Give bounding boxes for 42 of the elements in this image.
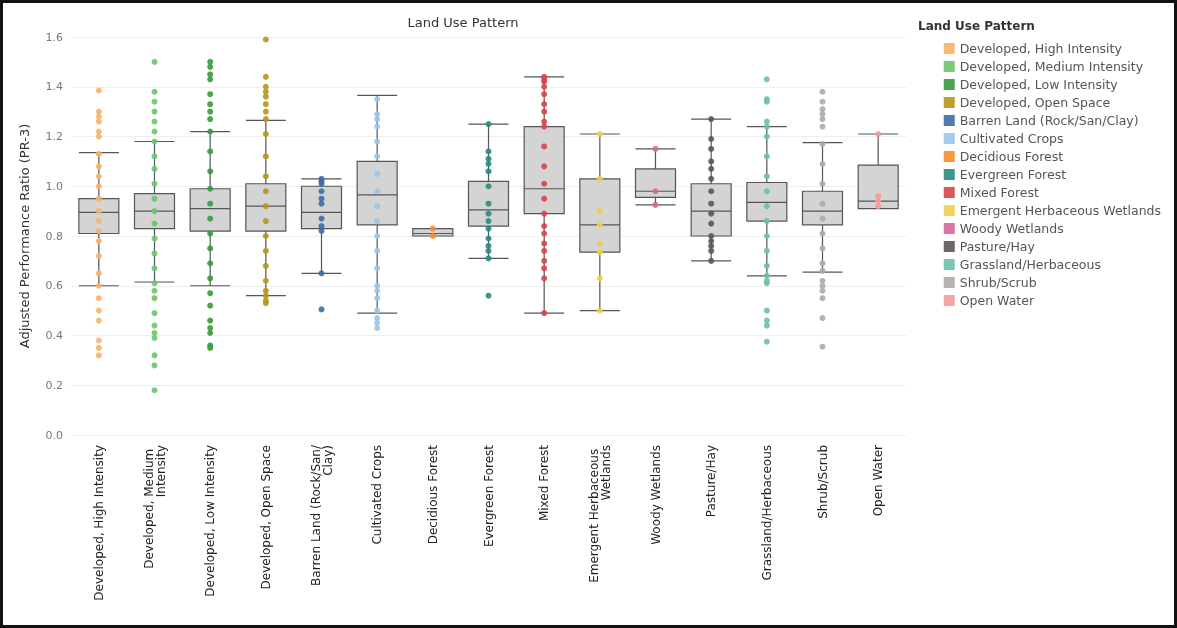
legend-label: Grassland/Herbaceous [959, 257, 1101, 272]
legend-label: Developed, Low Intensity [959, 77, 1119, 92]
legend-label: Shrub/Scrub [959, 275, 1037, 290]
x-tick-label: Developed, High Intensity [91, 445, 106, 601]
x-tick-label: Developed, Open Space [258, 445, 273, 590]
x-tick-label: Grassland/Herbaceous [759, 445, 774, 581]
x-tick-label: Shrub/Scrub [815, 445, 830, 519]
x-tick-label: Pasture/Hay [704, 445, 719, 518]
y-tick-label: 1.6 [45, 30, 63, 44]
y-tick-label: 0.4 [45, 329, 63, 342]
x-tick-label: Mixed Forest [537, 444, 552, 522]
y-tick-label: 0.8 [45, 229, 63, 243]
legend-label: Mixed Forest [959, 185, 1040, 200]
y-axis-title: Adjusted Performance Ratio (PR-3) [17, 123, 32, 349]
legend-label: Woody Wetlands [959, 221, 1064, 236]
y-tick-label: 0.6 [45, 279, 63, 293]
x-tick-label: Woody Wetlands [648, 445, 663, 545]
x-tick-label: Cultivated Crops [370, 445, 385, 545]
x-tick-label: Evergreen Forest [481, 444, 496, 548]
y-tick-label: 1.2 [45, 130, 63, 143]
x-tick-label: Developed, Medium Intensity [141, 445, 168, 569]
y-tick-label: 0.2 [45, 378, 63, 392]
legend-title: Land Use Pattern [918, 19, 1035, 33]
legend-label: Decidious Forest [959, 149, 1064, 164]
legend-label: Cultivated Crops [959, 131, 1064, 146]
x-tick-label: Barren Land (Rock/San/Clay) [308, 444, 335, 586]
legend-label: Developed, Open Space [959, 95, 1111, 110]
x-tick-label: Open Water [871, 444, 886, 517]
x-tick-label: Decidious Forest [425, 444, 440, 545]
chart-title: Land Use Pattern [407, 15, 519, 30]
legend-label: Developed, High Intensity [959, 41, 1123, 56]
y-tick-label: 1.4 [45, 80, 63, 94]
legend-label: Open Water [959, 293, 1035, 308]
x-tick-label: Developed, Low Intensity [203, 445, 218, 597]
legend-label: Emergent Herbaceous Wetlands [959, 203, 1162, 218]
legend-label: Barren Land (Rock/San/Clay) [959, 113, 1139, 128]
y-tick-label: 1.0 [45, 179, 63, 193]
y-tick-label: 0.0 [45, 428, 63, 442]
x-tick-label: Emergent Herbaceous Wetlands [586, 445, 613, 583]
legend-label: Pasture/Hay [959, 239, 1036, 254]
legend-label: Evergreen Forest [959, 167, 1067, 182]
legend-label: Developed, Medium Intensity [959, 59, 1144, 74]
